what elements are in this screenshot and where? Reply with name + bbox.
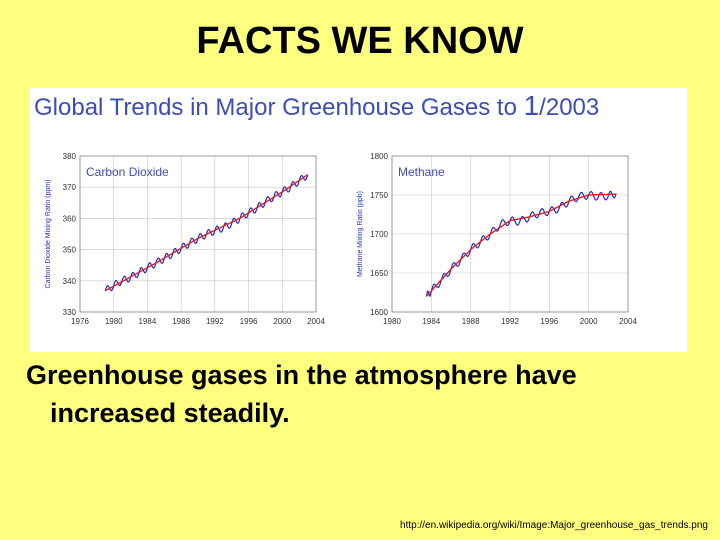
methane-chart: 1980 1984 1988 1992 1996 2000 2004 1600 1650 1700…	[357, 152, 637, 326]
methane-x-tick-label: 1996	[540, 317, 558, 326]
methane-y-tick-label: 1800	[370, 152, 388, 161]
methane-x-tick-label: 1992	[501, 317, 519, 326]
figure-title-prefix: Global Trends in Major Greenhouse Gases …	[34, 94, 524, 121]
methane-x-tick-label: 1988	[462, 317, 480, 326]
co2-y-tick-label: 330	[63, 308, 77, 317]
methane-x-tick-label: 1984	[422, 317, 440, 326]
co2-y-tick-label: 380	[63, 152, 77, 161]
co2-title: Carbon Dioxide	[86, 165, 169, 179]
slide-title: FACTS WE KNOW	[196, 20, 524, 62]
co2-x-tick-label: 1980	[105, 317, 123, 326]
co2-chart: 1976 1980 1984 1988 1992 1996 2000 2004 330 340 35…	[45, 152, 325, 326]
co2-plot-frame	[79, 155, 317, 313]
methane-x-tick-label: 2000	[580, 317, 598, 326]
co2-x-tick-label: 2000	[273, 317, 291, 326]
methane-grid	[391, 155, 629, 313]
methane-x-tick-label: 2004	[619, 317, 637, 326]
chart-figure: Global Trends in Major Greenhouse Gases …	[30, 88, 687, 352]
figure-title: Global Trends in Major Greenhouse Gases …	[34, 90, 599, 122]
co2-x-tick-label: 2004	[307, 317, 325, 326]
co2-x-tick-label: 1996	[240, 317, 258, 326]
body-line-2: increased steadily.	[50, 398, 290, 428]
co2-x-tick-label: 1976	[71, 317, 89, 326]
figure-title-suffix: /2003	[539, 94, 600, 121]
body-text: Greenhouse gases in the atmosphere have …	[26, 356, 706, 432]
methane-y-tick-label: 1750	[370, 191, 388, 200]
methane-monthly-series	[425, 190, 617, 297]
co2-x-tick-label: 1988	[172, 317, 190, 326]
methane-y-tick-label: 1700	[370, 230, 388, 239]
co2-y-tick-label: 370	[63, 183, 77, 192]
co2-y-tick-label: 340	[63, 277, 77, 286]
co2-x-tick-label: 1984	[139, 317, 157, 326]
methane-y-tick-label: 1650	[370, 269, 388, 278]
body-line-1: Greenhouse gases in the atmosphere have	[26, 360, 577, 390]
methane-y-axis-label: Methane Mixing Ratio (ppb)	[357, 191, 364, 277]
co2-y-tick-label: 350	[63, 246, 77, 255]
figure-title-big: 1	[523, 90, 540, 121]
co2-x-tick-label: 1992	[206, 317, 224, 326]
methane-title: Methane	[398, 165, 445, 179]
methane-x-tick-label: 1980	[383, 317, 401, 326]
methane-y-tick-label: 1600	[370, 308, 388, 317]
co2-y-tick-label: 360	[63, 214, 77, 223]
methane-trend-series	[425, 193, 617, 297]
co2-trend-series	[104, 174, 308, 292]
methane-plot-frame	[391, 155, 629, 313]
co2-grid	[79, 155, 317, 313]
co2-y-axis-label: Carbon Dioxide Mixing Ratio (ppm)	[45, 180, 52, 289]
source-link[interactable]: http://en.wikipedia.org/wiki/Image:Major…	[400, 520, 708, 531]
